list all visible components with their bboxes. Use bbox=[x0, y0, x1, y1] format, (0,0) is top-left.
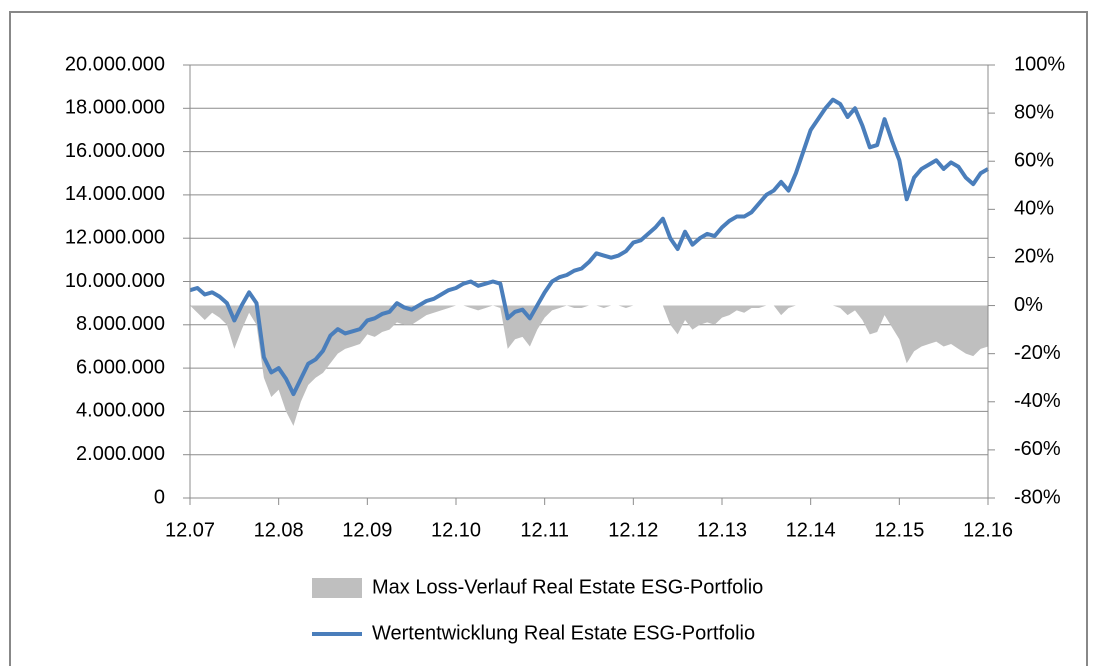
y2-tick-label: -60% bbox=[1014, 438, 1061, 460]
y2-tick-label: 80% bbox=[1014, 101, 1054, 123]
y-tick-label: 8.000.000 bbox=[76, 313, 165, 335]
y2-tick-label: -40% bbox=[1014, 390, 1061, 412]
legend-label: Max Loss-Verlauf Real Estate ESG-Portfol… bbox=[372, 576, 763, 598]
area bbox=[190, 305, 988, 426]
y2-tick-label: 20% bbox=[1014, 246, 1054, 268]
y-tick-label: 0 bbox=[154, 486, 165, 508]
x-tick-label: 12.09 bbox=[342, 519, 392, 541]
y2-tick-label: 0% bbox=[1014, 294, 1043, 316]
line bbox=[189, 97, 990, 397]
y-tick-label: 10.000.000 bbox=[65, 270, 165, 292]
y-tick-label: 16.000.000 bbox=[65, 140, 165, 162]
y-tick-label: 4.000.000 bbox=[76, 400, 165, 422]
x-tick-label: 12.13 bbox=[697, 519, 747, 541]
x-tick-label: 12.08 bbox=[254, 519, 304, 541]
legend-label: Wertentwicklung Real Estate ESG-Portfoli… bbox=[372, 622, 755, 644]
x-tick-label: 12.11 bbox=[520, 519, 569, 541]
x-tick-label: 12.12 bbox=[608, 519, 658, 541]
y2-tick-label: 40% bbox=[1014, 198, 1054, 220]
x-tick-label: 12.07 bbox=[165, 519, 215, 541]
x-tick-label: 12.16 bbox=[963, 519, 1013, 541]
y-tick-label: 12.000.000 bbox=[65, 226, 165, 248]
y-tick-label: 2.000.000 bbox=[76, 443, 165, 465]
y-tick-label: 14.000.000 bbox=[65, 183, 165, 205]
x-tick-label: 12.15 bbox=[874, 519, 924, 541]
x-tick-label: 12.14 bbox=[786, 519, 836, 541]
y-tick-label: 6.000.000 bbox=[76, 356, 165, 378]
y2-tick-label: -20% bbox=[1014, 342, 1061, 364]
x-tick-label: 12.10 bbox=[431, 519, 481, 541]
y2-tick-label: 100% bbox=[1014, 53, 1065, 75]
y-tick-label: 20.000.000 bbox=[65, 53, 165, 75]
y2-tick-label: -80% bbox=[1014, 486, 1061, 508]
legend-swatch bbox=[312, 578, 362, 598]
y-tick-label: 18.000.000 bbox=[65, 97, 165, 119]
y2-tick-label: 60% bbox=[1014, 150, 1054, 172]
